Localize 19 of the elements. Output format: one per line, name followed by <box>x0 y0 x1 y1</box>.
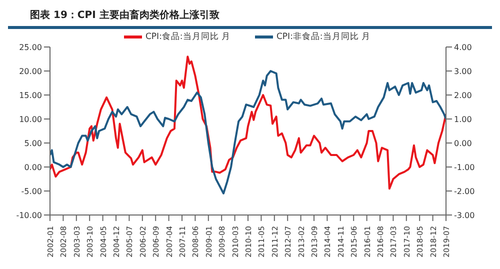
y2-tick-label: 3.00 <box>454 66 472 76</box>
legend-label: CPI:食品:当月同比 月 <box>144 31 230 43</box>
y2-tick-label: 0.00 <box>454 138 472 148</box>
legend-label: CPI:非食品:当月同比 月 <box>276 31 370 43</box>
y2-tick-label: -3.00 <box>454 210 475 220</box>
y-tick-label: -5.00 <box>21 186 42 196</box>
y-tick-label: -10.00 <box>16 210 42 220</box>
y2-tick-label: -2.00 <box>454 186 475 196</box>
chart-title: 图表 19：CPI 主要由畜肉类价格上涨引致 <box>29 8 220 23</box>
y-tick-label: 0.00 <box>24 162 42 172</box>
y-tick-label: 5.00 <box>24 138 42 148</box>
y-tick-label: 20.00 <box>19 66 42 76</box>
y-tick-label: 10.00 <box>19 114 42 124</box>
y2-tick-label: 4.00 <box>454 42 472 52</box>
y-tick-label: 15.00 <box>19 90 42 100</box>
y2-tick-label: 2.00 <box>454 90 472 100</box>
y2-tick-label: -1.00 <box>454 162 475 172</box>
y2-tick-label: 1.00 <box>454 114 472 124</box>
y-tick-label: 25.00 <box>19 42 42 52</box>
